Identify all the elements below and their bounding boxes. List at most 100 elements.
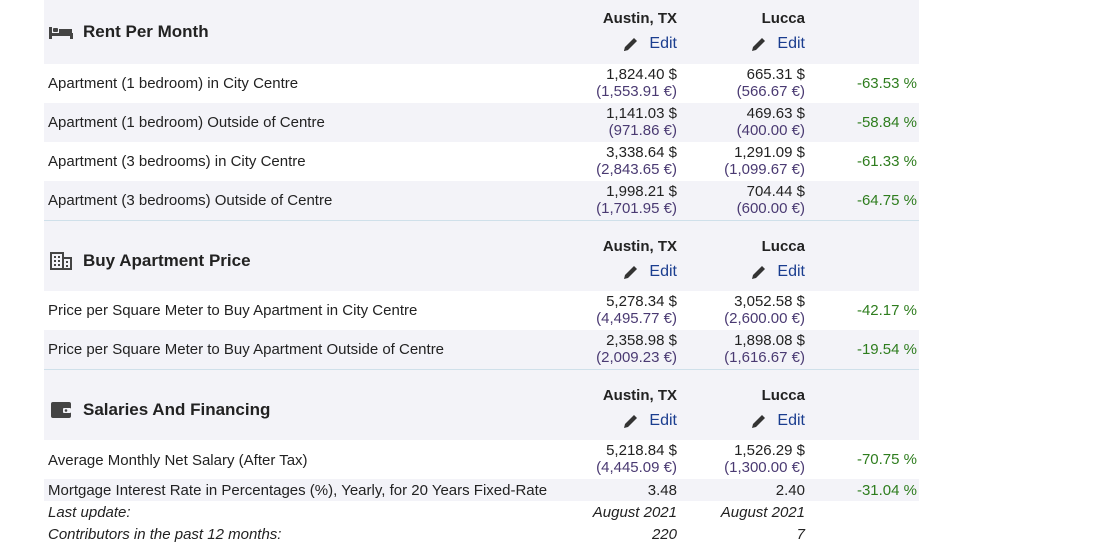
- section-salaries: Salaries And Financing Austin, TX Lucca …: [44, 370, 919, 545]
- pencil-icon: [624, 415, 638, 428]
- edit-city-1-link[interactable]: Edit: [622, 263, 677, 281]
- pencil-icon: [624, 266, 638, 279]
- eur-value: (400.00 €): [736, 122, 805, 139]
- edit-city-1-link[interactable]: Edit: [622, 35, 677, 53]
- eur-value: (1,701.95 €): [596, 200, 677, 217]
- eur-value: (1,300.00 €): [724, 459, 805, 476]
- usd-value: 704.44 $: [746, 183, 805, 200]
- usd-value: 1,291.09 $: [734, 144, 805, 161]
- usd-value: 3,052.58 $: [734, 293, 805, 310]
- city-2-header: Lucca: [761, 238, 805, 255]
- usd-value: 1,526.29 $: [734, 442, 805, 459]
- edit-city-1-link[interactable]: Edit: [622, 412, 677, 430]
- contributors-city-2: 7: [796, 526, 805, 543]
- difference-value: -70.75 %: [856, 451, 917, 468]
- table-row: Mortgage Interest Rate in Percentages (%…: [44, 479, 919, 501]
- city-2-value: 665.31 $ (566.67 €): [737, 66, 805, 100]
- comparison-table: Rent Per Month Austin, TX Lucca Edit Edi…: [44, 0, 919, 545]
- usd-value: 5,218.84 $: [606, 442, 677, 459]
- pencil-icon: [624, 38, 638, 51]
- city-2-value: 469.63 $ (400.00 €): [737, 105, 805, 139]
- eur-value: (1,553.91 €): [596, 83, 677, 100]
- edit-label: Edit: [777, 263, 805, 280]
- row-label: Average Monthly Net Salary (After Tax): [48, 452, 308, 469]
- edit-label: Edit: [777, 412, 805, 429]
- city-1-value: 1,998.21 $ (1,701.95 €): [596, 183, 677, 217]
- eur-value: (2,009.23 €): [596, 349, 677, 366]
- city-2-value: 1,526.29 $ (1,300.00 €): [724, 442, 805, 476]
- city-1-value: 1,824.40 $ (1,553.91 €): [596, 66, 677, 100]
- city-1-value: 2,358.98 $ (2,009.23 €): [596, 332, 677, 366]
- pencil-icon: [752, 266, 766, 279]
- contributors-city-1: 220: [651, 526, 677, 543]
- city-2-value: 2.40: [775, 482, 805, 499]
- section-buy-apartment: Buy Apartment Price Austin, TX Lucca Edi…: [44, 221, 919, 370]
- usd-value: 469.63 $: [746, 105, 805, 122]
- usd-value: 1,898.08 $: [734, 332, 805, 349]
- row-label: Apartment (3 bedrooms) Outside of Centre: [48, 192, 333, 209]
- divider: [44, 369, 919, 370]
- city-1-value: 1,141.03 $ (971.86 €): [606, 105, 677, 139]
- table-row: Apartment (3 bedrooms) Outside of Centre…: [44, 181, 919, 220]
- section-header: Rent Per Month Austin, TX Lucca Edit Edi…: [44, 0, 919, 64]
- pencil-icon: [752, 38, 766, 51]
- table-row: Apartment (1 bedroom) Outside of Centre …: [44, 103, 919, 142]
- table-row: Price per Square Meter to Buy Apartment …: [44, 330, 919, 369]
- table-row: Average Monthly Net Salary (After Tax) 5…: [44, 440, 919, 479]
- usd-value: 665.31 $: [746, 66, 805, 83]
- city-1-value: 5,218.84 $ (4,445.09 €): [596, 442, 677, 476]
- usd-value: 1,141.03 $: [606, 105, 677, 122]
- difference-value: -63.53 %: [856, 75, 917, 92]
- edit-city-2-link[interactable]: Edit: [750, 35, 805, 53]
- row-label: Apartment (1 bedroom) in City Centre: [48, 75, 299, 92]
- contributors-row: Contributors in the past 12 months: 220 …: [44, 523, 919, 545]
- last-update-label: Last update:: [48, 504, 131, 521]
- last-update-city-2: August 2021: [720, 504, 805, 521]
- edit-label: Edit: [649, 412, 677, 429]
- city-2-value: 1,291.09 $ (1,099.67 €): [724, 144, 805, 178]
- edit-city-2-link[interactable]: Edit: [750, 263, 805, 281]
- difference-value: -61.33 %: [856, 153, 917, 170]
- table-row: Apartment (3 bedrooms) in City Centre 3,…: [44, 142, 919, 181]
- row-label: Price per Square Meter to Buy Apartment …: [48, 302, 418, 319]
- eur-value: (1,099.67 €): [724, 161, 805, 178]
- city-2-header: Lucca: [761, 387, 805, 404]
- row-label: Mortgage Interest Rate in Percentages (%…: [48, 482, 548, 499]
- city-2-value: 704.44 $ (600.00 €): [737, 183, 805, 217]
- section-header: Salaries And Financing Austin, TX Lucca …: [44, 370, 919, 440]
- difference-value: -42.17 %: [856, 302, 917, 319]
- section-title: Salaries And Financing: [48, 400, 270, 420]
- difference-value: -31.04 %: [856, 482, 917, 499]
- row-label: Price per Square Meter to Buy Apartment …: [48, 341, 445, 358]
- usd-value: 2,358.98 $: [606, 332, 677, 349]
- city-2-value: 1,898.08 $ (1,616.67 €): [724, 332, 805, 366]
- section-title-text: Buy Apartment Price: [83, 251, 251, 270]
- eur-value: (600.00 €): [736, 200, 805, 217]
- table-row: Price per Square Meter to Buy Apartment …: [44, 291, 919, 330]
- eur-value: (2,843.65 €): [596, 161, 677, 178]
- divider: [44, 220, 919, 221]
- difference-value: -64.75 %: [856, 192, 917, 209]
- city-2-header: Lucca: [761, 10, 805, 27]
- eur-value: (4,495.77 €): [596, 310, 677, 327]
- eur-value: (1,616.67 €): [724, 349, 805, 366]
- section-rent: Rent Per Month Austin, TX Lucca Edit Edi…: [44, 0, 919, 221]
- section-title-text: Salaries And Financing: [83, 400, 271, 419]
- edit-city-2-link[interactable]: Edit: [750, 412, 805, 430]
- city-1-value: 5,278.34 $ (4,495.77 €): [596, 293, 677, 327]
- city-2-value: 3,052.58 $ (2,600.00 €): [724, 293, 805, 327]
- section-title-text: Rent Per Month: [83, 22, 209, 41]
- bed-icon: [48, 23, 74, 41]
- usd-value: 1,998.21 $: [606, 183, 677, 200]
- eur-value: (2,600.00 €): [724, 310, 805, 327]
- section-title: Rent Per Month: [48, 22, 209, 42]
- table-row: Apartment (1 bedroom) in City Centre 1,8…: [44, 64, 919, 103]
- edit-label: Edit: [649, 263, 677, 280]
- wallet-icon: [48, 401, 74, 419]
- difference-value: -19.54 %: [856, 341, 917, 358]
- edit-label: Edit: [777, 35, 805, 52]
- usd-value: 3,338.64 $: [606, 144, 677, 161]
- eur-value: (566.67 €): [736, 83, 805, 100]
- section-title: Buy Apartment Price: [48, 251, 251, 271]
- contributors-label: Contributors in the past 12 months:: [48, 526, 282, 543]
